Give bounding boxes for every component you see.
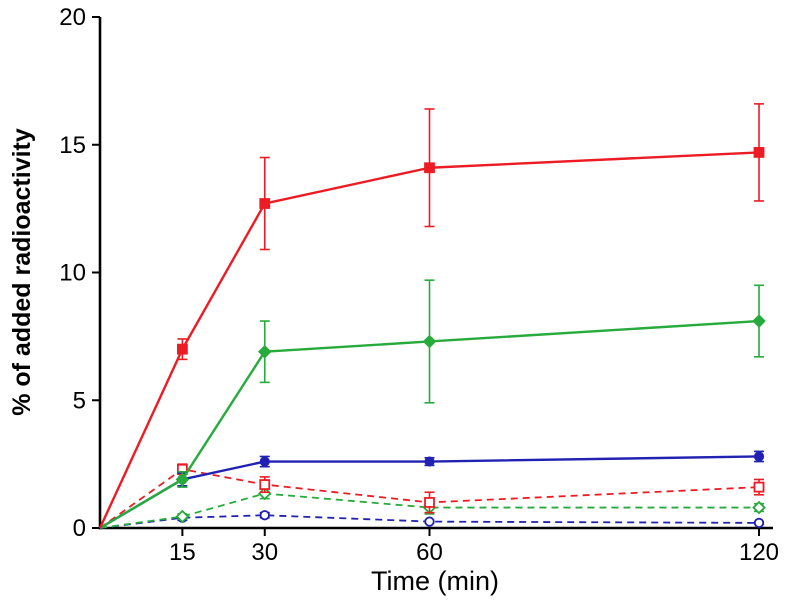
x-tick-label: 30 bbox=[251, 539, 278, 566]
circle-marker bbox=[259, 456, 270, 467]
series-red-dashed-open-square bbox=[99, 463, 765, 529]
y-tick-label: 5 bbox=[73, 387, 86, 414]
diamond-marker bbox=[422, 334, 437, 349]
plot-area: 15 30 60 120 0 5 10 15 20 bbox=[59, 4, 779, 566]
x-tick-label: 120 bbox=[739, 539, 779, 566]
circle-marker bbox=[424, 516, 435, 527]
diamond-marker bbox=[752, 314, 766, 328]
diamond-marker bbox=[175, 509, 190, 524]
series-green-solid-filled-diamond bbox=[99, 279, 766, 530]
square-marker bbox=[424, 497, 435, 508]
diamond-marker bbox=[175, 472, 190, 487]
circle-marker bbox=[753, 517, 765, 528]
diamond-marker bbox=[257, 344, 272, 359]
square-marker bbox=[259, 479, 271, 490]
diamond-marker bbox=[752, 500, 766, 515]
square-marker bbox=[753, 147, 765, 158]
y-tick-label: 10 bbox=[59, 260, 86, 287]
square-marker bbox=[753, 481, 765, 493]
y-tick-label: 20 bbox=[59, 4, 86, 31]
y-tick-label: 15 bbox=[59, 132, 86, 159]
square-marker bbox=[424, 162, 435, 174]
series-green-dashed-open-diamond bbox=[99, 486, 766, 529]
circle-marker bbox=[424, 456, 435, 467]
circle-marker bbox=[259, 510, 270, 521]
y-axis-title: % of added radioactivity bbox=[8, 128, 36, 416]
square-marker bbox=[259, 198, 271, 209]
series-red-solid-filled-square bbox=[98, 103, 765, 529]
y-tick-label: 0 bbox=[73, 515, 86, 542]
circle-marker bbox=[753, 451, 765, 462]
square-marker bbox=[176, 343, 188, 355]
x-axis-title: Time (min) bbox=[371, 566, 499, 596]
x-tick-label: 15 bbox=[169, 539, 196, 566]
x-tick-label: 60 bbox=[416, 539, 443, 566]
